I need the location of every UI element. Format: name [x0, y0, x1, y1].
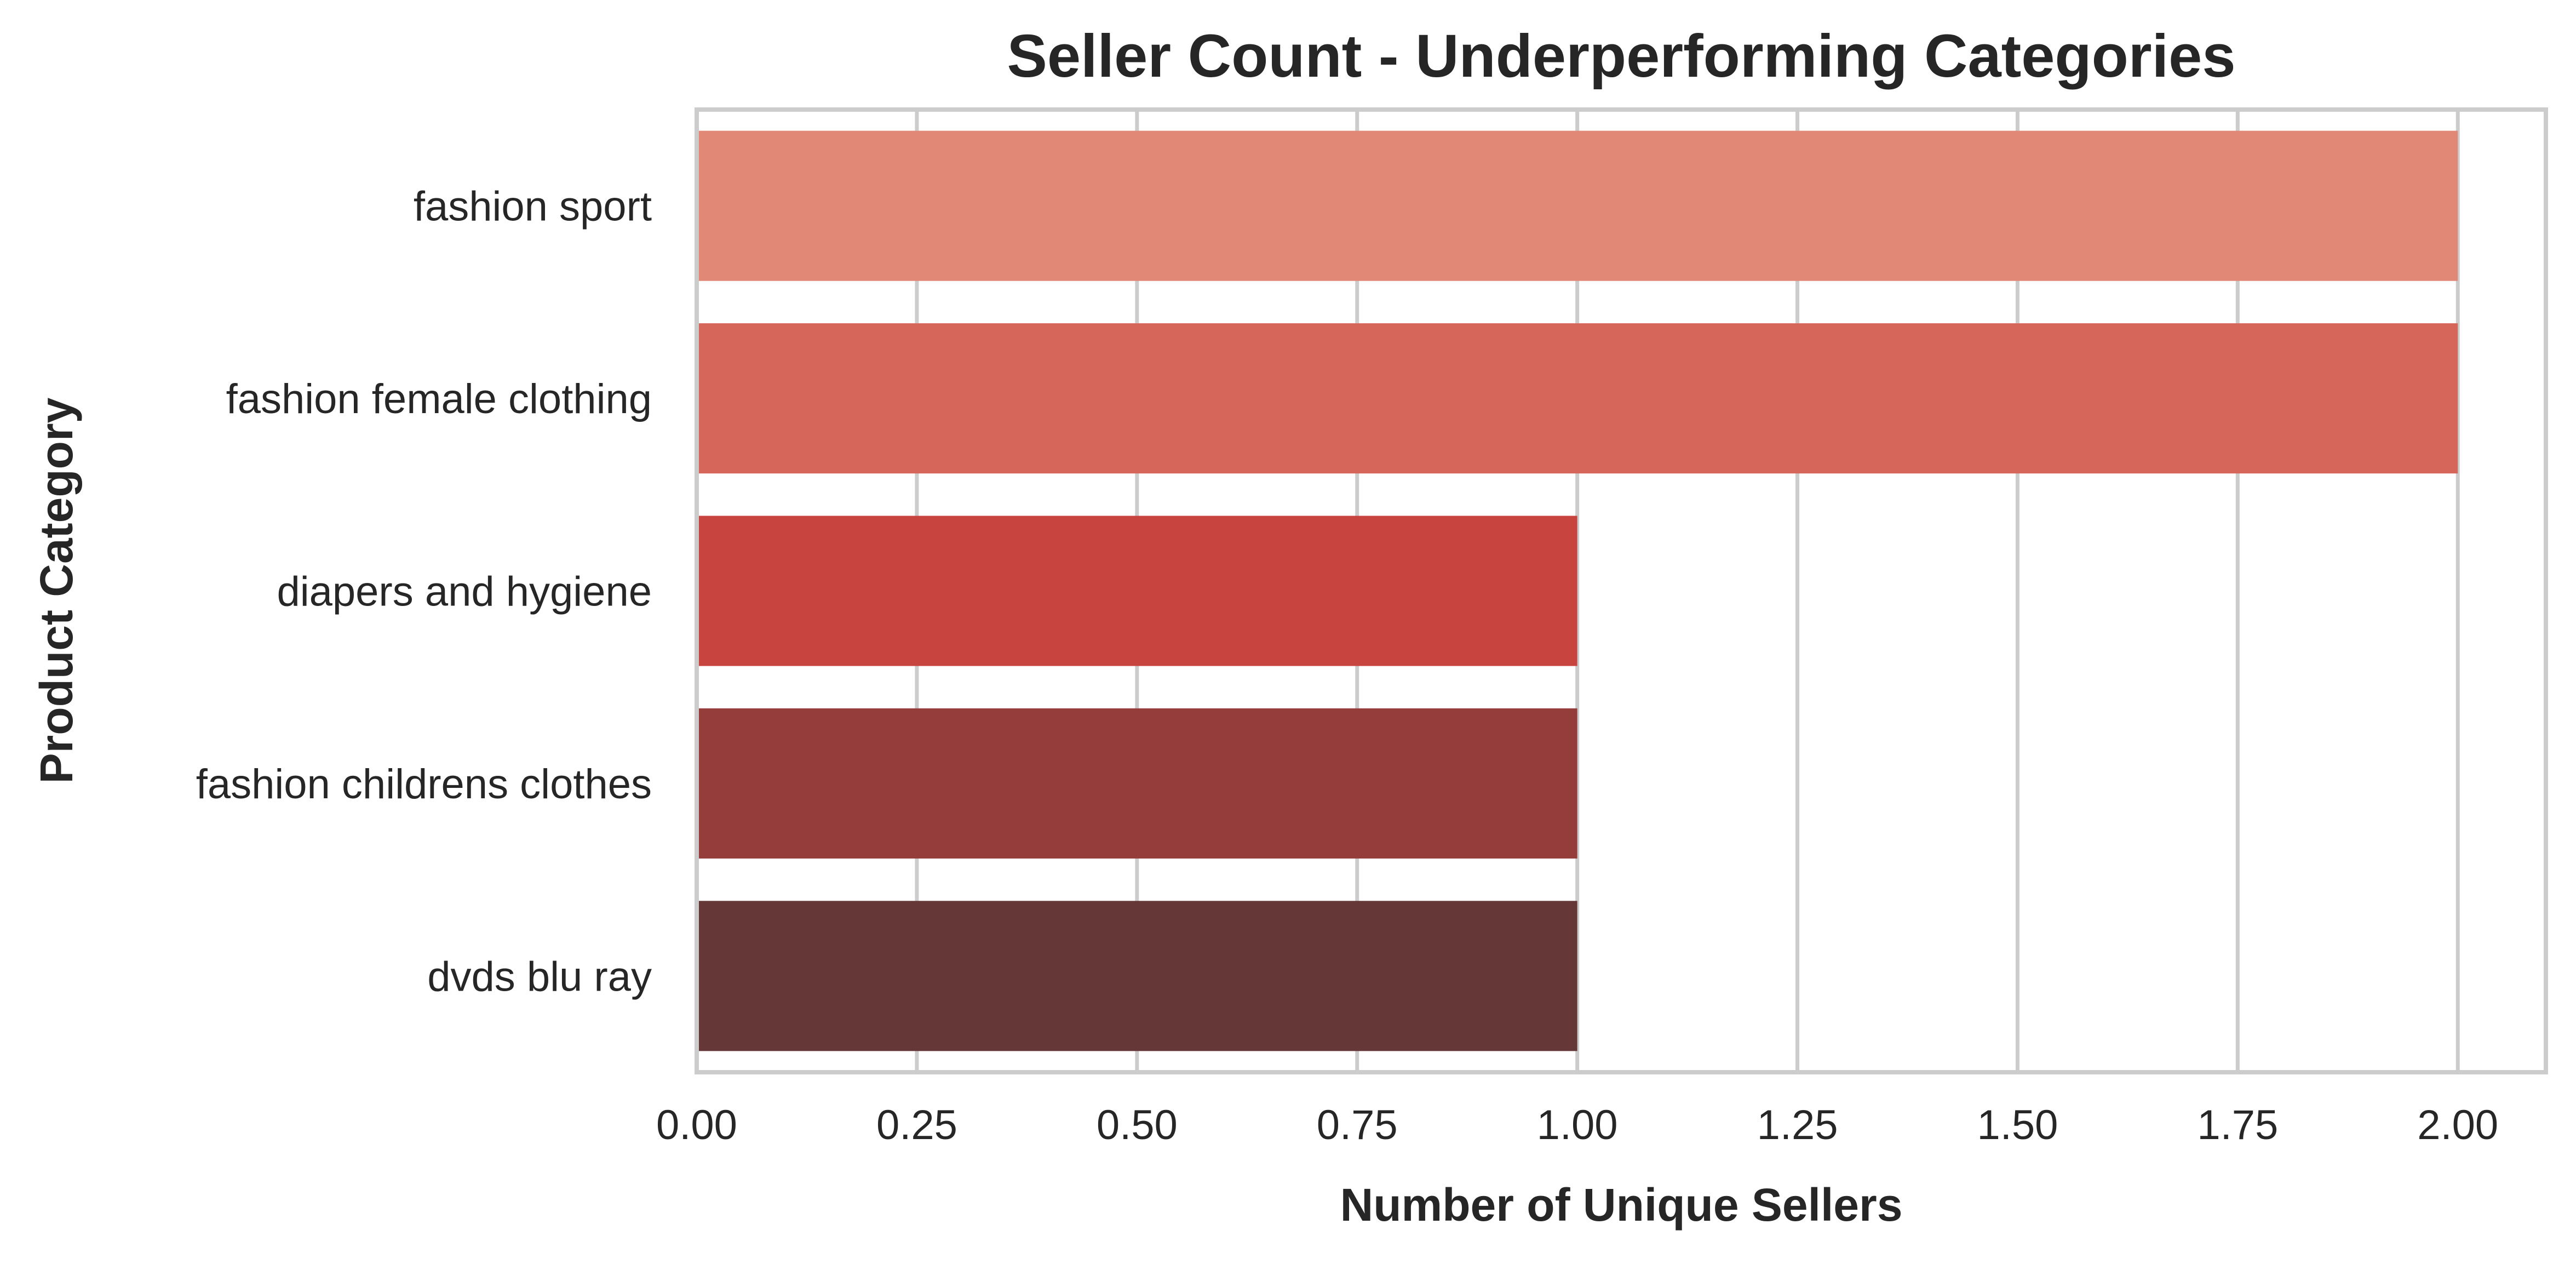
y-tick-label: fashion sport: [414, 184, 652, 230]
x-tick-label: 1.00: [1537, 1102, 1618, 1148]
x-tick-label: 1.50: [1977, 1102, 2058, 1148]
bar: [697, 516, 1577, 666]
x-tick-label: 0.50: [1097, 1102, 1178, 1148]
y-tick-label: fashion female clothing: [226, 376, 652, 422]
bar: [697, 901, 1577, 1051]
x-axis-label: Number of Unique Sellers: [1340, 1179, 1903, 1231]
bars: [697, 130, 2458, 1051]
y-tick-labels: fashion sport fashion female clothing diap…: [196, 184, 652, 1000]
bar: [697, 708, 1577, 859]
x-tick-label: 1.75: [2197, 1102, 2278, 1148]
x-tick-labels: 0.00 0.25 0.50 0.75 1.00 1.25 1.50 1.75 2.00: [656, 1102, 2498, 1148]
chart-title: Seller Count - Underperforming Categorie…: [1007, 22, 2235, 90]
x-tick-label: 0.25: [876, 1102, 957, 1148]
x-tick-label: 0.75: [1317, 1102, 1398, 1148]
plot-frame: [695, 107, 2548, 1074]
y-axis-label: Product Category: [31, 397, 82, 783]
y-tick-label: diapers and hygiene: [277, 569, 652, 615]
y-tick-label: dvds blu ray: [427, 953, 652, 1000]
bar: [697, 130, 2458, 281]
x-tick-label: 2.00: [2417, 1102, 2498, 1148]
y-tick-label: fashion childrens clothes: [196, 761, 652, 808]
x-tick-label: 0.00: [656, 1102, 737, 1148]
x-tick-label: 1.25: [1757, 1102, 1838, 1148]
bar: [697, 323, 2458, 474]
